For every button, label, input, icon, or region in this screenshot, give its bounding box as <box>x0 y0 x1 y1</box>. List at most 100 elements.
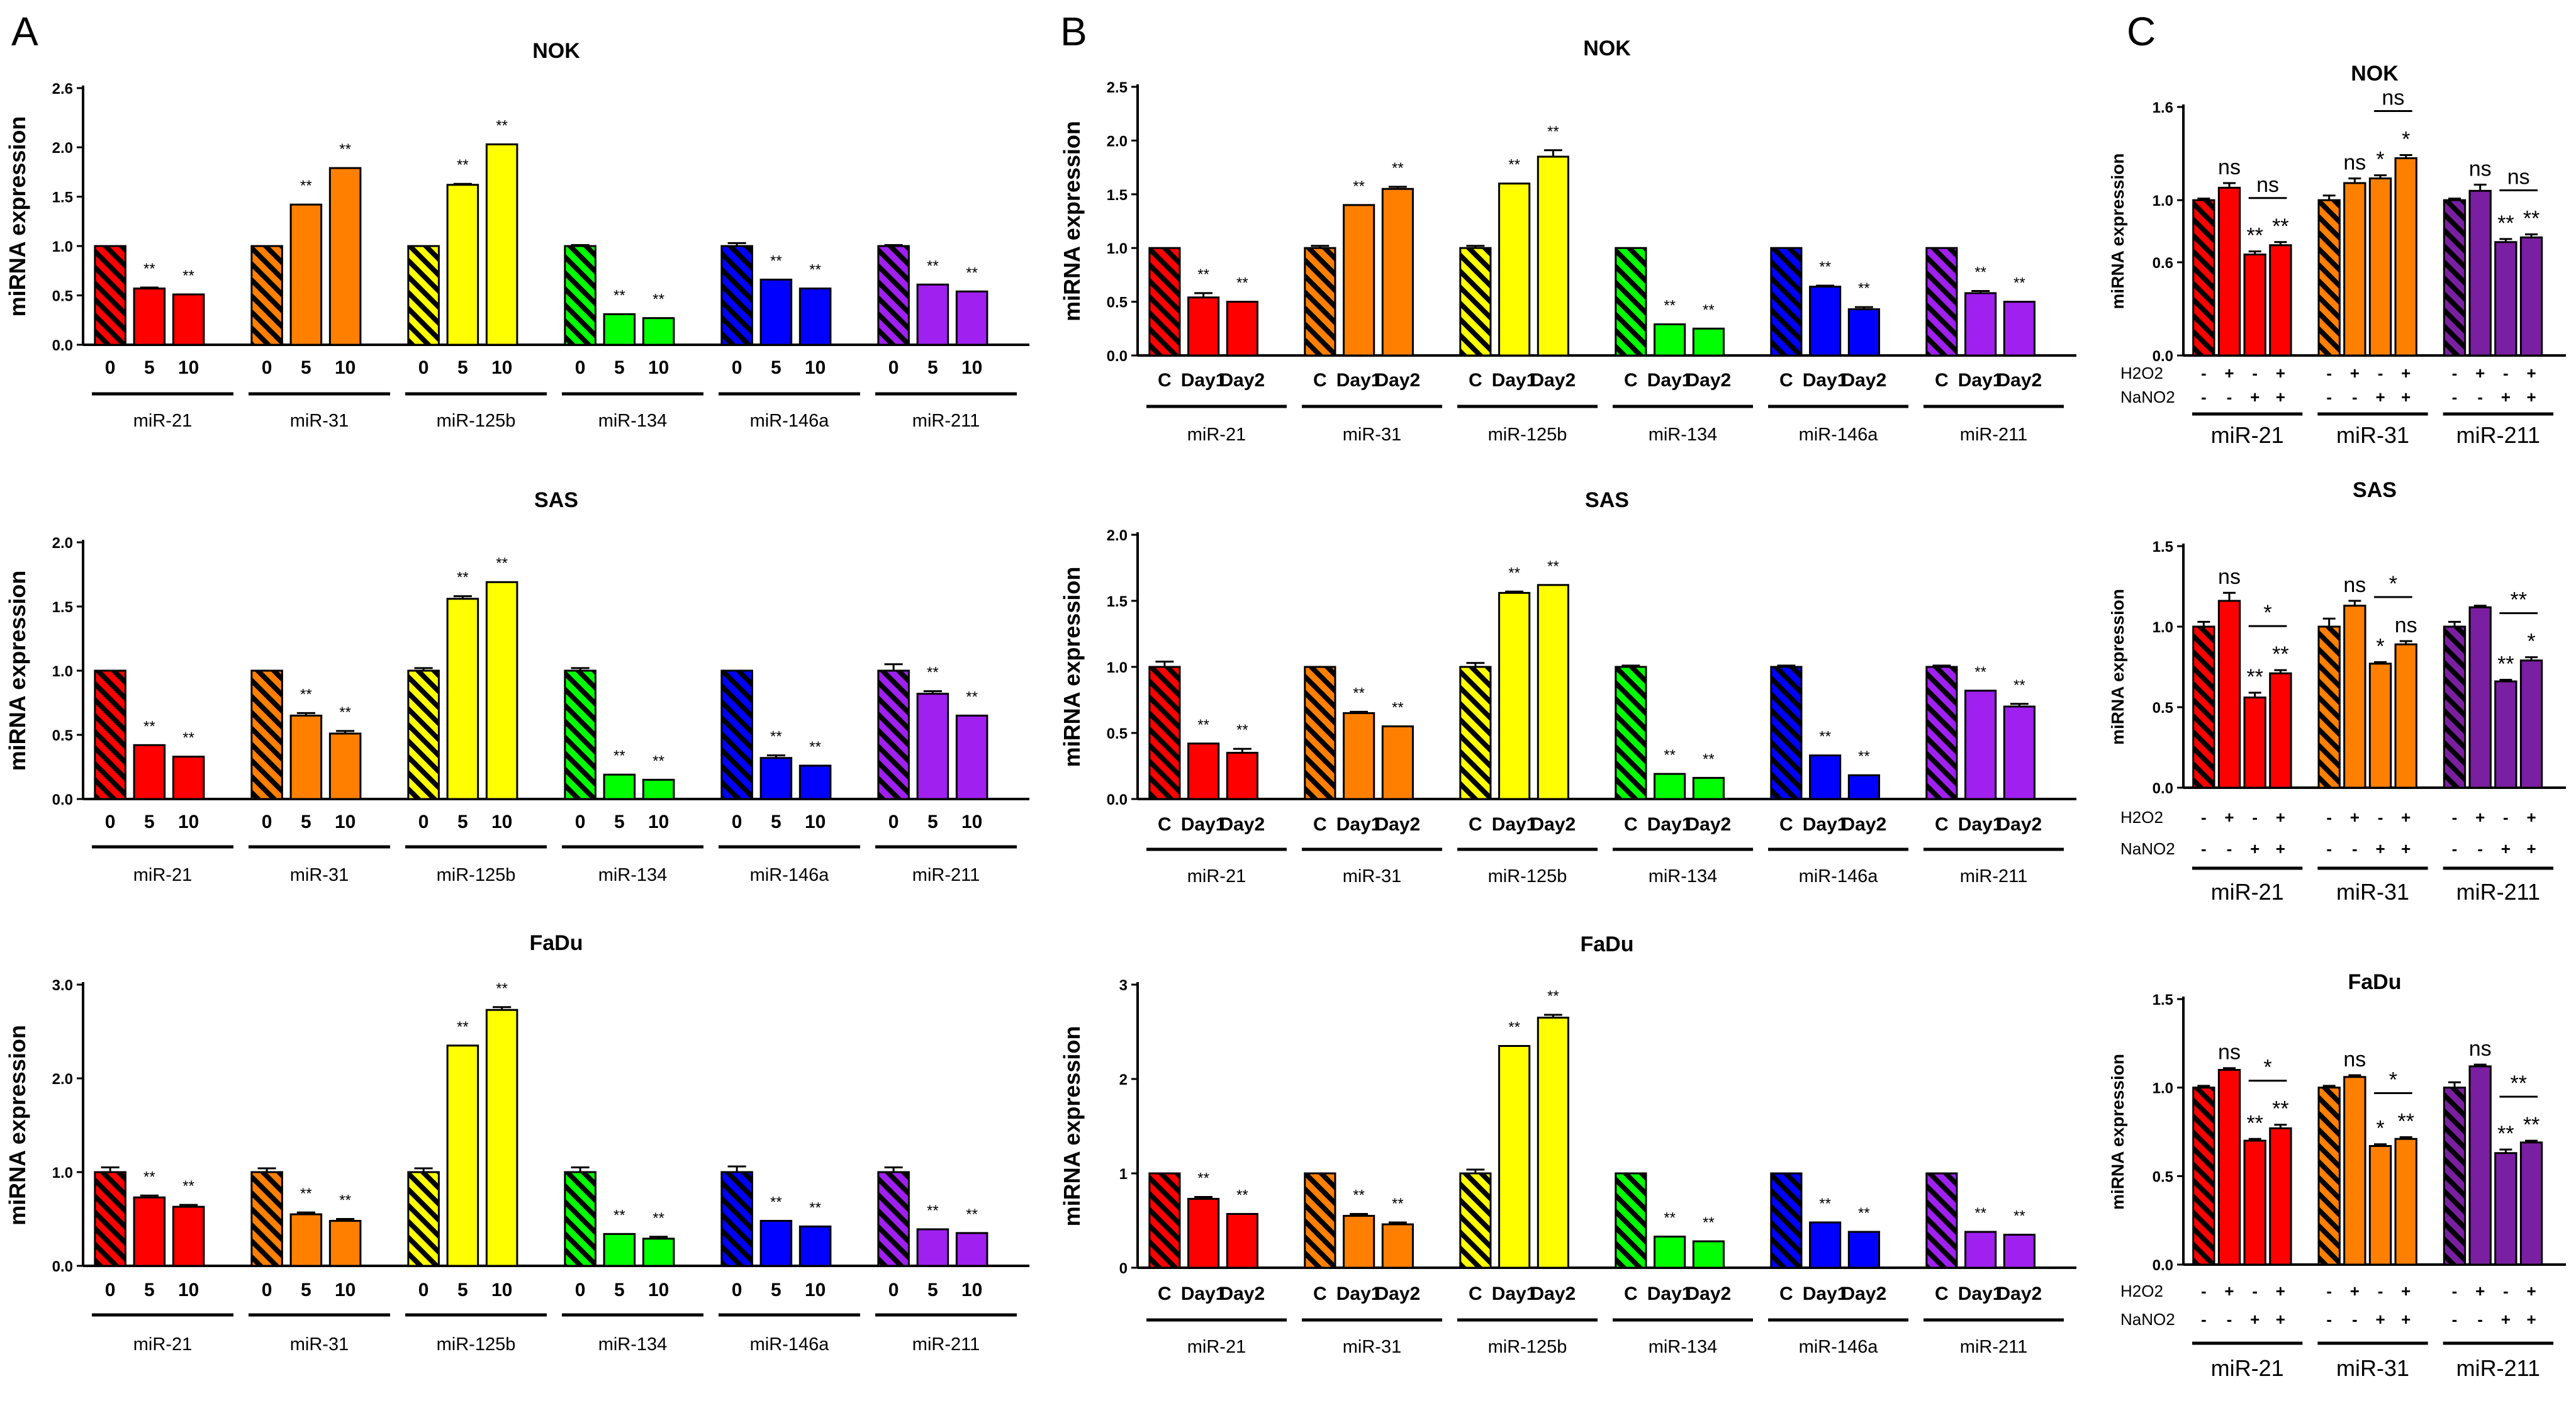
group-label: miR-31 <box>1343 1337 1401 1357</box>
x-tick-label: C <box>1469 370 1482 391</box>
x-tick-label: 10 <box>491 357 512 378</box>
group-label: miR-134 <box>1649 425 1718 445</box>
y-tick-label: 1 <box>1119 1166 1128 1183</box>
nano2-sign: + <box>2501 1310 2511 1329</box>
chart-title: NOK <box>2351 62 2399 86</box>
x-tick-label: Day1 <box>1803 1283 1848 1304</box>
nano2-sign: - <box>2452 388 2458 406</box>
x-tick-label: Day2 <box>1375 814 1421 835</box>
significance-label: ** <box>652 1210 664 1227</box>
bar <box>407 1171 440 1267</box>
bar <box>759 278 793 346</box>
x-tick-label: Day1 <box>1336 814 1382 835</box>
bar <box>759 1219 793 1267</box>
h2o2-sign: + <box>2276 1282 2285 1300</box>
group-label: miR-146a <box>750 411 830 431</box>
nano2-sign: - <box>2201 839 2207 858</box>
significance-label: ** <box>809 262 821 279</box>
significance-label: ** <box>2497 652 2514 676</box>
y-tick-label: 1.5 <box>52 599 73 616</box>
significance-label: ** <box>770 252 782 269</box>
bar <box>407 245 440 346</box>
panel-label-b: B <box>1060 9 1087 54</box>
bar <box>1343 712 1375 800</box>
significance-label: ** <box>2246 224 2263 248</box>
x-tick-label: 5 <box>144 357 155 378</box>
x-tick-label: 5 <box>771 357 781 378</box>
y-tick-label: 1.0 <box>1107 240 1128 257</box>
x-tick-label: 0 <box>575 357 586 378</box>
x-tick-label: C <box>1935 1283 1949 1304</box>
y-tick-label: 0.0 <box>1107 791 1128 808</box>
bar <box>603 313 636 346</box>
x-tick-label: C <box>1935 370 1949 391</box>
y-tick-label: 0.0 <box>52 791 73 808</box>
x-tick-label: 10 <box>335 1280 356 1300</box>
bar <box>446 598 479 800</box>
significance-label: ** <box>457 1019 469 1036</box>
bar <box>1809 286 1842 357</box>
bar <box>289 1213 323 1267</box>
bar <box>250 1171 283 1267</box>
bar <box>2394 1137 2417 1266</box>
h2o2-sign: - <box>2378 808 2383 827</box>
y-tick-label: 0.6 <box>2153 255 2173 272</box>
group-label: miR-21 <box>1187 425 1246 445</box>
y-tick-label: 1.0 <box>2153 619 2173 636</box>
bar <box>94 669 126 800</box>
x-tick-label: C <box>1779 1283 1793 1304</box>
y-tick-label: 0 <box>1119 1260 1128 1277</box>
bar <box>1615 666 1647 800</box>
significance-label: ** <box>613 1207 625 1224</box>
bar <box>1226 752 1258 800</box>
bar <box>798 764 832 800</box>
significance-label: ns <box>2343 573 2366 597</box>
x-tick-label: Day1 <box>1958 370 2003 391</box>
bar <box>2192 625 2215 789</box>
group-label: miR-134 <box>598 411 668 431</box>
bar <box>1615 247 1647 357</box>
significance-label: ** <box>1547 558 1559 575</box>
bar <box>955 290 988 346</box>
bar <box>1770 247 1803 357</box>
significance-label: ** <box>1508 157 1520 174</box>
bar <box>1964 292 1997 357</box>
significance-label: ** <box>927 257 939 274</box>
bar <box>1654 323 1686 357</box>
x-tick-label: Day2 <box>1686 1283 1732 1304</box>
y-tick-label: 3 <box>1119 977 1128 994</box>
group-label: miR-31 <box>2336 422 2409 448</box>
bar <box>1964 1231 1997 1269</box>
x-tick-label: 5 <box>771 812 781 832</box>
group-label: miR-134 <box>598 865 668 885</box>
x-tick-label: C <box>1469 1283 1482 1304</box>
x-tick-label: 5 <box>614 357 625 378</box>
chart-title: NOK <box>1583 36 1631 60</box>
bar <box>1187 742 1220 800</box>
y-tick-label: 2.6 <box>52 81 73 98</box>
x-tick-label: 0 <box>418 357 429 378</box>
nano2-sign: - <box>2352 1310 2358 1329</box>
h2o2-sign: - <box>2378 364 2383 383</box>
y-tick-label: 1.0 <box>52 238 73 255</box>
y-axis-label: miRNA expression <box>2108 1054 2127 1210</box>
bar <box>1654 773 1686 800</box>
y-tick-label: 1.5 <box>2153 992 2173 1009</box>
bar <box>2192 1087 2215 1266</box>
group-label: miR-146a <box>1799 425 1879 445</box>
nano2-sign: + <box>2526 839 2536 858</box>
bar <box>172 1205 205 1267</box>
bar <box>1304 666 1336 800</box>
bar <box>759 757 793 800</box>
significance-label: ** <box>1197 266 1209 283</box>
x-tick-label: Day2 <box>1375 1283 1421 1304</box>
h2o2-sign: - <box>2252 1282 2258 1300</box>
group-label: miR-31 <box>290 411 349 431</box>
group-label: miR-211 <box>912 411 980 431</box>
x-tick-label: 10 <box>805 1280 826 1300</box>
y-tick-label: 0.0 <box>52 1258 73 1275</box>
bar <box>2343 182 2366 357</box>
significance-label: ** <box>1353 685 1365 702</box>
bar <box>2443 625 2467 789</box>
y-tick-label: 1.0 <box>52 1165 73 1182</box>
